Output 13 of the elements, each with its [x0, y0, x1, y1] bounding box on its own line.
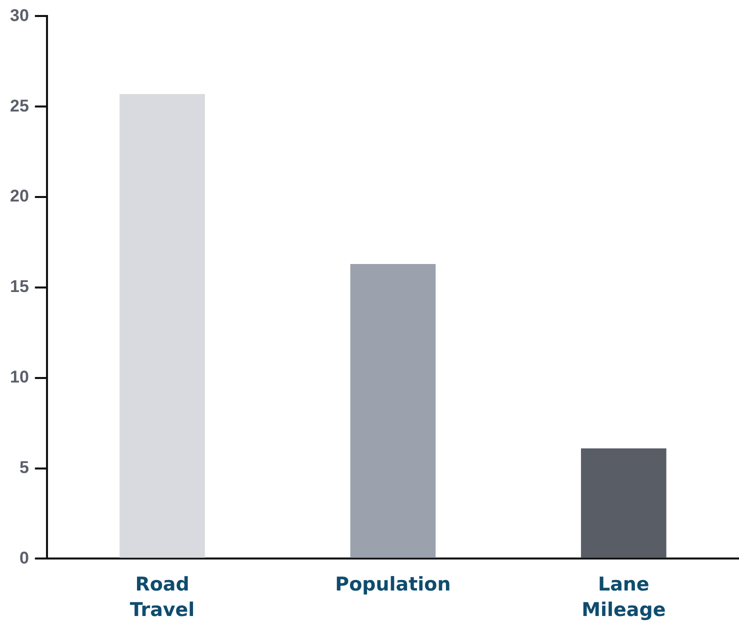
y-tick-label: 30	[10, 6, 29, 25]
x-tick-label: Lane Mileage	[582, 573, 666, 622]
bar	[120, 94, 205, 558]
x-tick-label: Road Travel	[130, 573, 195, 622]
y-tick-label: 20	[10, 186, 29, 206]
y-tick-label: 10	[10, 368, 29, 387]
x-tick-label: Population	[335, 573, 451, 596]
y-tick-label: 5	[19, 458, 29, 477]
y-tick-label: 25	[10, 96, 29, 116]
bar	[350, 264, 436, 558]
bar	[580, 448, 666, 558]
y-tick-label: 15	[10, 277, 29, 296]
y-tick-label: 0	[19, 548, 29, 568]
